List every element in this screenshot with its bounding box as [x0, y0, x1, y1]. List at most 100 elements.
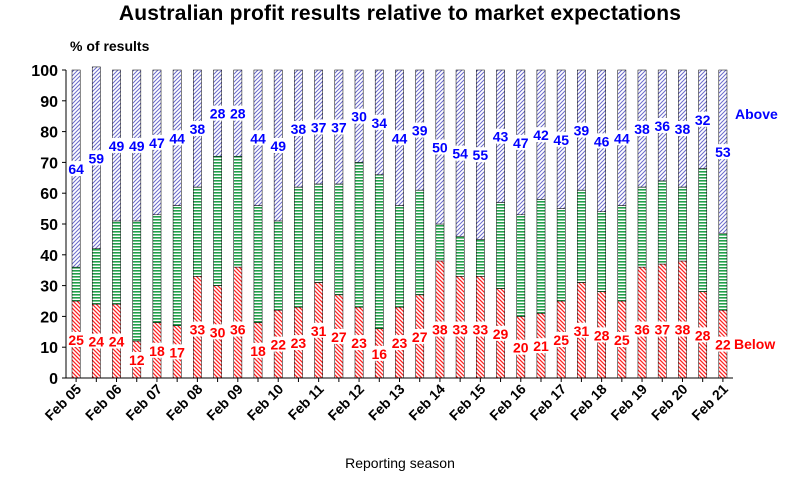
data-label-bg: [209, 105, 227, 121]
data-label-above: 50: [432, 140, 448, 156]
x-axis-title: Reporting season: [345, 455, 455, 471]
data-label-bg: [148, 134, 166, 150]
data-label-below: 28: [594, 327, 610, 343]
x-tick-label: Feb 20: [648, 381, 691, 424]
data-label-above: 30: [351, 109, 367, 125]
data-label-bg: [249, 130, 267, 146]
y-tick-label: 40: [40, 248, 58, 265]
bar-segment-inline: [233, 155, 243, 268]
data-label-bg: [633, 121, 651, 137]
data-label-below: 25: [68, 332, 84, 348]
y-axis: 0 10 20 30 40 50 60 70 80 90 100: [31, 63, 67, 388]
data-label-below: 33: [190, 322, 206, 338]
data-label-above: 49: [109, 138, 125, 154]
x-tick-label: Feb 10: [244, 381, 287, 424]
data-label-below: 25: [614, 332, 630, 348]
bar-segment-inline: [657, 180, 667, 265]
data-label-bg: [572, 122, 590, 138]
data-label-bg: [168, 344, 186, 360]
bar-segment-inline: [193, 186, 202, 277]
data-label-below: 38: [432, 322, 448, 338]
data-label-below: 29: [493, 326, 509, 342]
data-label-below: 36: [634, 322, 650, 338]
bar-segment-inline: [516, 214, 526, 317]
x-tick-label: Feb 09: [203, 381, 246, 424]
bar-segment-inline: [678, 186, 687, 262]
bar-segment-below: [678, 260, 687, 379]
data-label-bg: [249, 342, 267, 358]
bar-segment-inline: [172, 205, 182, 326]
bar-segment-inline: [294, 186, 303, 308]
data-label-above: 45: [553, 132, 569, 148]
data-label-above: 34: [371, 115, 387, 131]
data-label-below: 22: [270, 337, 286, 353]
data-label-bg: [209, 324, 227, 340]
data-label-above: 54: [452, 146, 468, 162]
data-label-bg: [653, 117, 671, 133]
x-tick-label: Feb 19: [607, 381, 650, 424]
data-label-above: 64: [68, 161, 84, 177]
data-label-bg: [188, 121, 206, 137]
data-label-bg: [330, 328, 348, 344]
y-tick-label: 20: [40, 309, 58, 326]
data-label-above: 44: [614, 130, 630, 146]
data-label-above: 46: [594, 133, 610, 149]
data-label-above: 38: [675, 121, 691, 137]
data-label-above: 49: [270, 138, 286, 154]
data-label-above: 28: [210, 106, 226, 122]
x-tick-label: Feb 14: [405, 381, 448, 424]
x-tick-label: Feb 21: [688, 381, 731, 424]
data-label-bg: [714, 144, 732, 160]
bar-segment-inline: [132, 220, 142, 342]
data-label-below: 28: [695, 327, 711, 343]
data-label-above: 49: [129, 138, 145, 154]
bar-segment-inline: [617, 205, 627, 302]
data-label-below: 36: [230, 322, 246, 338]
data-label-bg: [714, 336, 732, 352]
y-tick-label: 10: [40, 340, 58, 357]
data-label-bg: [694, 111, 712, 127]
x-tick-label: Feb 15: [446, 381, 489, 424]
data-label-bg: [229, 321, 247, 337]
data-label-bg: [451, 145, 469, 161]
data-label-bg: [330, 119, 348, 135]
bar-segment-inline: [435, 223, 445, 262]
bar-segment-inline: [395, 205, 404, 308]
bar-segment-below: [435, 260, 445, 379]
data-label-below: 33: [452, 322, 468, 338]
bar-segment-inline: [112, 220, 121, 305]
data-label-bg: [269, 336, 287, 352]
data-label-above: 28: [230, 106, 246, 122]
data-label-bg: [572, 322, 590, 338]
data-label-above: 55: [473, 147, 489, 163]
bar-segment-inline: [354, 162, 364, 308]
data-label-below: 24: [89, 334, 105, 350]
data-label-above: 39: [574, 123, 590, 139]
data-label-bg: [67, 332, 85, 347]
data-label-bg: [168, 130, 186, 146]
bar-segment-inline: [334, 183, 344, 296]
bar-segment-inline: [637, 186, 647, 268]
data-label-bg: [391, 335, 408, 351]
y-tick-label: 100: [31, 63, 58, 80]
data-label-bg: [108, 333, 126, 349]
data-label-below: 21: [533, 338, 549, 354]
data-label-above: 38: [291, 121, 307, 137]
data-label-below: 30: [210, 324, 226, 340]
bar-segment-inline: [577, 189, 586, 283]
data-label-above: 38: [634, 121, 650, 137]
data-label-above: 44: [250, 130, 266, 146]
data-label-below: 16: [371, 346, 387, 362]
data-label-below: 17: [169, 344, 185, 360]
data-label-above: 53: [715, 144, 731, 160]
bar-segment-inline: [597, 211, 606, 293]
x-tick-label: Feb 18: [567, 381, 610, 424]
data-label-below: 37: [654, 322, 670, 338]
x-tick-label: Feb 16: [486, 381, 529, 424]
y-tick-label: 60: [40, 186, 58, 203]
data-label-below: 25: [553, 332, 569, 348]
bar-segment-inline: [71, 266, 81, 302]
